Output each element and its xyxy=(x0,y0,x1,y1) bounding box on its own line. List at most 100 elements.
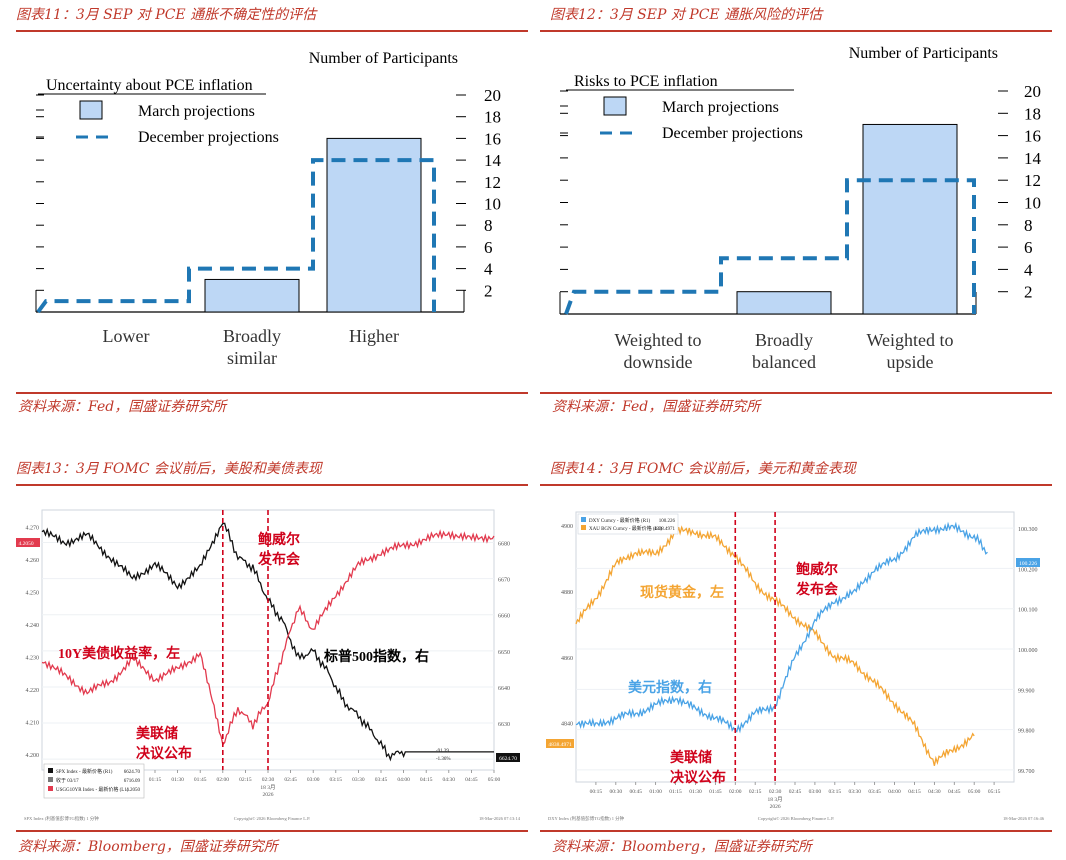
y-tick-label: 16 xyxy=(1024,127,1041,146)
x-category-label-0: downside xyxy=(624,352,693,372)
left-tick-label: 4.270 xyxy=(26,525,40,531)
y-tick-label: 14 xyxy=(484,151,502,170)
fig14-source: 资料来源：Bloomberg，国盛证券研究所 xyxy=(552,839,812,855)
legend-label-march: March projections xyxy=(662,99,779,116)
x-tick-label: 03:30 xyxy=(848,789,861,795)
y-axis-title: Number of Participants xyxy=(309,50,458,67)
fig13-source: 资料来源：Bloomberg，国盛证券研究所 xyxy=(18,839,278,855)
x-tick-label: 03:00 xyxy=(809,789,822,795)
x-tick-label: 05:15 xyxy=(988,789,1001,795)
fig13-chart: 66206630664066506660667066804.2004.2104.… xyxy=(16,488,528,828)
chart-subtitle: Risks to PCE inflation xyxy=(574,73,718,90)
right-tick-label: 99.900 xyxy=(1018,688,1035,694)
fig12-source: 资料来源：Fed，国盛证券研究所 xyxy=(552,399,761,415)
annotation-yield: 10Y美债收益率，左 xyxy=(58,645,180,662)
legend-value-0: 6624.70 xyxy=(124,770,141,775)
y-tick-label: 10 xyxy=(484,195,501,214)
footer-center: Copyright© 2026 Bloomberg Finance L.P. xyxy=(234,816,311,821)
x-tick-label: 04:45 xyxy=(465,777,478,783)
y-tick-label: 20 xyxy=(484,86,501,105)
date-label: 2026 xyxy=(263,792,274,798)
x-tick-label: 04:30 xyxy=(928,789,941,795)
fig13-top-rule xyxy=(16,484,528,486)
x-tick-label: 02:45 xyxy=(789,789,802,795)
footer-left: DXY Index (利基值彭博TG指数) 1 分钟 xyxy=(548,815,625,822)
legend-name-2: USGG10YR Index - 最新价格 (L1) xyxy=(56,786,129,793)
legend-value-2: 4.2050 xyxy=(126,788,140,793)
fig11-source: 资料来源：Fed，国盛证券研究所 xyxy=(18,399,227,415)
x-tick-label: 01:15 xyxy=(669,789,682,795)
left-value-tag-text: 4838.4971 xyxy=(548,742,572,748)
date-label: 2026 xyxy=(770,804,781,810)
x-tick-label: 01:45 xyxy=(709,789,722,795)
annotation-spx: 标普500指数，右 xyxy=(323,648,429,665)
y-tick-label: 12 xyxy=(484,173,501,192)
right-tick-label: 6680 xyxy=(498,542,510,548)
fig12-title: 图表12：3月 SEP 对 PCE 通胀风险的评估 xyxy=(550,7,823,23)
x-category-label-1: balanced xyxy=(752,352,816,372)
x-tick-label: 02:45 xyxy=(284,777,297,783)
y-tick-label: 8 xyxy=(1024,216,1033,235)
annotation-powell-1: 鲍威尔 xyxy=(796,561,838,578)
left-tick-label: 4880 xyxy=(561,590,573,596)
x-tick-label: 05:00 xyxy=(488,777,501,783)
x-category-label-2: upside xyxy=(887,352,934,372)
x-tick-label: 02:15 xyxy=(749,789,762,795)
y-tick-label: 4 xyxy=(1024,260,1033,279)
bar-march-1 xyxy=(204,278,300,313)
annotation-fed-2: 决议公布 xyxy=(670,769,726,786)
x-tick-label: 01:15 xyxy=(149,777,162,783)
x-tick-label: 02:15 xyxy=(239,777,252,783)
annotation-fed-1: 美联储 xyxy=(670,749,712,766)
left-tick-label: 4.250 xyxy=(26,590,40,596)
y-tick-label: 2 xyxy=(484,281,493,300)
y-tick-label: 18 xyxy=(484,108,501,127)
y-tick-label: 6 xyxy=(1024,238,1033,257)
y-tick-label: 10 xyxy=(1024,194,1041,213)
x-tick-label: 03:15 xyxy=(829,789,842,795)
right-tick-label: 99.700 xyxy=(1018,769,1035,775)
y-tick-label: 2 xyxy=(1024,283,1033,302)
december-step-line xyxy=(36,158,436,314)
left-value-tag xyxy=(546,739,574,748)
legend-name-0: SPX Index - 最新价格 (R1) xyxy=(56,768,113,775)
x-category-label-0: Weighted to xyxy=(614,330,701,350)
x-category-label-2: Weighted to xyxy=(866,330,953,350)
fig13-title: 图表13：3月 FOMC 会议前后，美股和美债表现 xyxy=(16,461,322,477)
y-tick-label: 8 xyxy=(484,216,493,235)
y-tick-label: 20 xyxy=(1024,82,1041,101)
legend-label-march: March projections xyxy=(138,103,255,120)
x-tick-label: 01:30 xyxy=(689,789,702,795)
right-tick-label: 100.000 xyxy=(1018,648,1038,654)
right-value-tag-text: 100.226 xyxy=(1019,561,1037,567)
annotation-powell-1: 鲍威尔 xyxy=(258,531,300,548)
left-value-tag-text: 4.2050 xyxy=(18,541,33,547)
fig12-bottom-rule xyxy=(540,392,1052,394)
fig11-chart: Number of Participants Uncertainty about … xyxy=(35,50,502,368)
fig11-top-rule xyxy=(16,30,528,32)
footer-right: 18-Mar-2026 07:16:46 xyxy=(1003,816,1045,821)
legend-value-1: 4838.4971 xyxy=(654,527,676,532)
x-tick-label: 03:00 xyxy=(307,777,320,783)
chart-subtitle: Uncertainty about PCE inflation xyxy=(46,77,253,94)
x-tick-label: 00:15 xyxy=(590,789,603,795)
fig13-bottom-rule xyxy=(16,830,528,832)
x-tick-label: 04:45 xyxy=(948,789,961,795)
left-tick-label: 4.220 xyxy=(26,688,40,694)
legend-swatch-0 xyxy=(581,517,586,522)
series-line-1 xyxy=(575,521,988,734)
x-tick-label: 02:00 xyxy=(217,777,230,783)
fig14-bottom-rule xyxy=(540,830,1052,832)
legend-value-1: 6716.09 xyxy=(124,779,141,784)
right-tick-label: 100.300 xyxy=(1018,527,1038,533)
footer-center: Copyright© 2026 Bloomberg Finance L.P. xyxy=(758,816,835,821)
x-tick-label: 04:00 xyxy=(888,789,901,795)
right-value-tag xyxy=(1016,558,1040,567)
x-tick-label: 00:30 xyxy=(610,789,623,795)
legend-name-1: XAU BGN Curncy - 最新价格 (L1) xyxy=(589,525,662,532)
legend-label-december: December projections xyxy=(138,129,279,146)
x-tick-label: 03:45 xyxy=(868,789,881,795)
chart-background xyxy=(540,488,1052,828)
right-tick-label: 100.100 xyxy=(1018,608,1038,614)
footer-left: SPX Index (利基值彭博TG指数) 1 分钟 xyxy=(24,815,99,822)
